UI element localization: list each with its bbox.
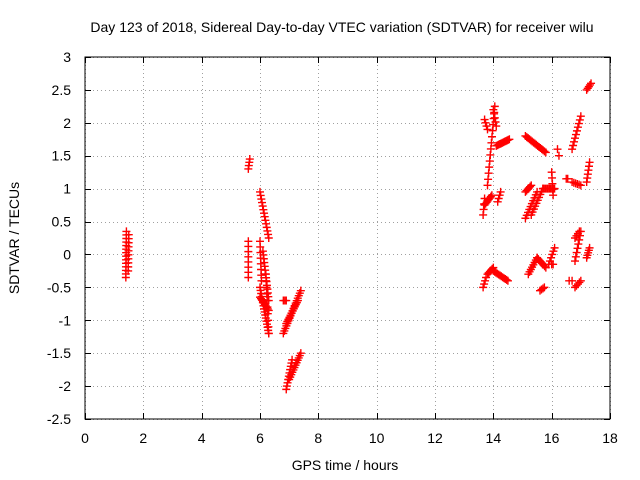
data-point xyxy=(296,286,305,295)
data-point xyxy=(264,329,273,338)
data-point xyxy=(282,296,291,305)
data-point xyxy=(574,240,583,249)
plot-frame xyxy=(84,56,611,420)
x-tick-label: 6 xyxy=(256,430,264,446)
data-point xyxy=(587,79,596,88)
x-axis-label: GPS time / hours xyxy=(292,457,399,473)
data-point xyxy=(573,123,582,132)
data-point xyxy=(575,278,584,287)
data-point xyxy=(550,184,559,193)
y-tick-label: 2.5 xyxy=(52,82,72,98)
data-point xyxy=(293,296,302,305)
data-point xyxy=(487,191,496,200)
y-tick-label: -1.5 xyxy=(47,345,71,361)
y-tick-label: -1 xyxy=(59,312,72,328)
data-point xyxy=(571,257,579,266)
data-point xyxy=(540,283,549,292)
data-point xyxy=(492,122,501,131)
data-point xyxy=(264,234,273,242)
data-point xyxy=(575,235,584,244)
data-point xyxy=(572,126,581,135)
data-point xyxy=(554,151,563,160)
y-tick-label: -2 xyxy=(59,378,72,394)
data-point xyxy=(576,181,585,190)
data-point xyxy=(541,148,550,157)
data-point xyxy=(526,182,535,191)
data-point xyxy=(571,252,580,261)
x-tick-label: 8 xyxy=(314,430,322,446)
y-tick-label: 2 xyxy=(63,115,71,131)
data-point xyxy=(502,275,511,284)
x-tick-label: 0 xyxy=(81,430,89,446)
data-point xyxy=(569,141,578,150)
data-point xyxy=(124,230,133,239)
x-tick-label: 12 xyxy=(427,430,443,446)
data-point xyxy=(503,276,512,285)
data-point xyxy=(549,260,558,269)
data-point xyxy=(575,115,584,124)
data-point xyxy=(549,191,558,200)
x-tick-label: 18 xyxy=(602,430,618,446)
data-point xyxy=(486,192,495,201)
x-tick-label: 16 xyxy=(544,430,560,446)
data-point xyxy=(571,130,580,139)
data-point xyxy=(576,112,585,121)
data-point xyxy=(491,117,500,126)
data-point xyxy=(571,134,579,143)
y-tick-label: -2.5 xyxy=(47,411,71,427)
data-point xyxy=(572,248,581,257)
data-point xyxy=(576,276,585,285)
data-point xyxy=(483,125,492,134)
x-tick-label: 10 xyxy=(369,430,385,446)
axis-ticks: 0 2 4 6 8 10 12 14 16 18 -2.5 -2 -1.5 -1 -0.5 0 0.5 1 1.5 2… xyxy=(47,49,618,446)
grid xyxy=(85,57,611,420)
data-point xyxy=(489,105,498,114)
data-point xyxy=(575,227,584,236)
data-point xyxy=(490,113,499,122)
x-tick-label: 2 xyxy=(139,430,147,446)
y-tick-label: 1 xyxy=(63,181,71,197)
y-tick-label: 0 xyxy=(63,246,71,262)
y-tick-label: 3 xyxy=(63,49,71,65)
data-point xyxy=(574,119,583,128)
y-tick-label: -0.5 xyxy=(47,279,71,295)
data-point xyxy=(540,262,549,271)
data-point xyxy=(505,135,514,144)
y-tick-label: 1.5 xyxy=(52,148,72,164)
data-point xyxy=(245,155,254,164)
data-point xyxy=(568,276,577,285)
data-point xyxy=(585,158,594,167)
data-point xyxy=(538,284,547,293)
data-point xyxy=(296,349,305,358)
data-point xyxy=(573,244,582,253)
data-point xyxy=(527,181,536,190)
x-tick-label: 14 xyxy=(486,430,502,446)
chart-title: Day 123 of 2018, Sidereal Day-to-day VTE… xyxy=(90,19,593,35)
y-tick-label: 0.5 xyxy=(52,214,72,230)
data-point xyxy=(563,174,572,183)
data-point xyxy=(585,243,594,252)
x-tick-label: 4 xyxy=(198,430,206,446)
data-point xyxy=(585,80,594,89)
data-points xyxy=(121,79,596,394)
data-point xyxy=(496,187,505,196)
data-point xyxy=(490,109,499,118)
data-point xyxy=(570,137,579,146)
data-point xyxy=(550,243,559,252)
data-point xyxy=(540,147,549,156)
data-point xyxy=(553,145,562,154)
y-axis-label: SDTVAR / TECUs xyxy=(6,182,22,294)
data-point xyxy=(568,145,577,154)
data-point xyxy=(244,237,253,246)
